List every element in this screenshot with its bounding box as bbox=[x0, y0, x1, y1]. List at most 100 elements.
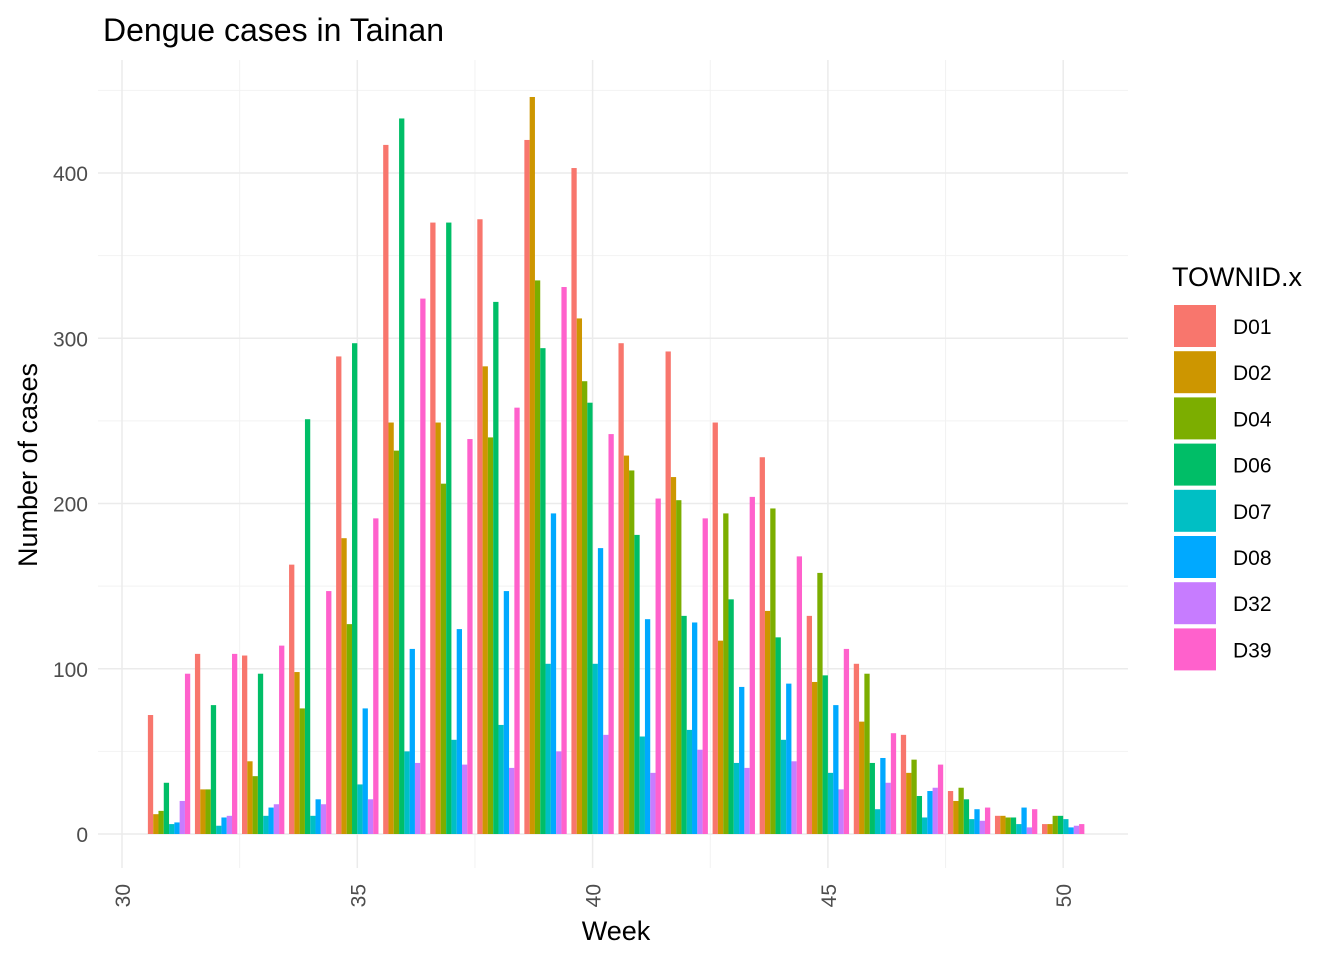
bar-D04-week-37 bbox=[440, 483, 447, 834]
bar-D02-week-43 bbox=[717, 640, 724, 834]
bar-D07-week-35 bbox=[357, 784, 363, 834]
bar-D04-week-38 bbox=[487, 437, 494, 834]
legend-label-D04: D04 bbox=[1233, 408, 1272, 431]
bar-D02-week-33 bbox=[247, 761, 253, 834]
bar-D01-week-50 bbox=[1042, 824, 1048, 834]
legend-items: D01 D02 D04 D06 D07 D08 D32 D39 bbox=[1174, 305, 1272, 671]
bar-D07-week-32 bbox=[216, 825, 222, 834]
legend-title: TOWNID.x bbox=[1172, 262, 1302, 292]
bar-D01-week-47 bbox=[900, 734, 907, 834]
y-tick-label: 100 bbox=[53, 659, 88, 682]
bar-D01-week-35 bbox=[336, 356, 342, 834]
bar-D04-week-46 bbox=[864, 673, 870, 834]
bar-D04-week-34 bbox=[299, 708, 305, 834]
x-tick-label: 45 bbox=[818, 884, 841, 907]
bar-D39-week-39 bbox=[561, 287, 567, 834]
bar-D39-week-34 bbox=[326, 591, 332, 834]
bar-D04-week-48 bbox=[958, 787, 964, 834]
bar-D04-week-49 bbox=[1005, 817, 1011, 834]
chart-title: Dengue cases in Tainan bbox=[103, 12, 444, 48]
legend-key-D08 bbox=[1174, 536, 1216, 578]
bar-D32-week-44 bbox=[791, 761, 797, 834]
bar-D08-week-38 bbox=[503, 591, 510, 834]
bar-D39-week-50 bbox=[1079, 824, 1085, 834]
bar-D32-week-49 bbox=[1026, 827, 1033, 834]
bar-D32-week-48 bbox=[979, 820, 985, 834]
bar-D06-week-31 bbox=[163, 782, 170, 834]
bar-D04-week-47 bbox=[911, 759, 917, 834]
bar-D06-week-33 bbox=[257, 673, 264, 834]
legend-key-D07 bbox=[1174, 489, 1216, 532]
bar-D07-week-33 bbox=[263, 815, 269, 834]
bar-D06-week-43 bbox=[728, 599, 734, 834]
bar-D39-week-49 bbox=[1032, 809, 1038, 834]
x-tick-label: 30 bbox=[112, 884, 135, 907]
bar-D07-week-31 bbox=[169, 824, 175, 834]
bar-D08-week-45 bbox=[833, 705, 839, 834]
bar-D04-week-43 bbox=[723, 513, 729, 834]
bar-D02-week-49 bbox=[1000, 815, 1006, 834]
bar-D07-week-44 bbox=[780, 739, 787, 834]
bar-D39-week-40 bbox=[608, 434, 614, 834]
bar-D04-week-50 bbox=[1052, 815, 1058, 834]
bar-D32-week-39 bbox=[556, 751, 562, 835]
bar-D01-week-44 bbox=[759, 457, 765, 834]
bar-D01-week-34 bbox=[289, 564, 295, 834]
bar-D07-week-45 bbox=[827, 772, 834, 834]
bar-D04-week-42 bbox=[676, 500, 682, 834]
bar-D39-week-45 bbox=[843, 648, 850, 834]
y-tick-label: 300 bbox=[53, 328, 88, 351]
bar-D01-week-38 bbox=[477, 219, 483, 834]
bar-D06-week-48 bbox=[963, 799, 970, 834]
bar-D06-week-50 bbox=[1057, 815, 1064, 834]
bar-D08-week-31 bbox=[174, 822, 180, 834]
bar-D08-week-32 bbox=[221, 817, 227, 834]
x-axis-label: Week bbox=[582, 916, 651, 946]
bar-D08-week-46 bbox=[880, 757, 886, 834]
bar-D39-week-44 bbox=[796, 556, 803, 834]
bar-D39-week-32 bbox=[232, 653, 238, 834]
bar-D01-week-39 bbox=[524, 139, 530, 834]
bar-D04-week-44 bbox=[770, 508, 776, 834]
bar-D08-week-48 bbox=[974, 809, 980, 834]
legend: TOWNID.x D01 D02 D04 D06 D07 D08 D32 D39 bbox=[1172, 262, 1302, 671]
bar-D02-week-34 bbox=[294, 672, 300, 834]
bar-D08-week-33 bbox=[268, 807, 274, 834]
bar-D39-week-41 bbox=[655, 498, 661, 834]
axis-layer: 0 100 200 300 400 30 35 40 45 50 bbox=[53, 163, 1076, 907]
bar-D07-week-34 bbox=[310, 815, 316, 834]
bar-D32-week-37 bbox=[462, 764, 468, 834]
bar-D06-week-32 bbox=[210, 705, 217, 834]
bar-D08-week-35 bbox=[362, 708, 368, 834]
bar-D08-week-39 bbox=[550, 513, 557, 834]
bar-D02-week-39 bbox=[529, 96, 535, 835]
bar-D01-week-49 bbox=[994, 815, 1001, 834]
bar-D06-week-38 bbox=[493, 301, 499, 834]
bar-D06-week-46 bbox=[869, 762, 875, 834]
bar-D08-week-49 bbox=[1021, 807, 1027, 834]
bar-D07-week-43 bbox=[733, 762, 740, 834]
bar-D08-week-41 bbox=[644, 619, 651, 834]
bar-D06-week-34 bbox=[304, 419, 311, 834]
bar-D06-week-44 bbox=[775, 637, 781, 834]
bar-D02-week-45 bbox=[812, 681, 818, 834]
bar-D01-week-37 bbox=[430, 222, 436, 834]
bar-D08-week-43 bbox=[739, 686, 745, 834]
y-tick-label: 200 bbox=[53, 494, 88, 517]
legend-label-D39: D39 bbox=[1233, 639, 1272, 662]
bar-D08-week-40 bbox=[597, 548, 604, 834]
bar-D39-week-38 bbox=[514, 407, 520, 834]
bar-D02-week-44 bbox=[764, 610, 771, 834]
bar-D32-week-50 bbox=[1073, 825, 1080, 834]
bar-D32-week-45 bbox=[838, 789, 844, 834]
bar-D32-week-31 bbox=[179, 800, 185, 834]
bar-D07-week-39 bbox=[545, 663, 551, 834]
bar-D01-week-33 bbox=[242, 655, 248, 834]
bar-D32-week-42 bbox=[697, 749, 703, 834]
bar-D07-week-48 bbox=[969, 819, 975, 834]
bar-D06-week-47 bbox=[916, 795, 923, 834]
bar-D32-week-41 bbox=[650, 772, 656, 834]
bar-D39-week-37 bbox=[467, 439, 473, 834]
y-tick-label: 400 bbox=[53, 163, 88, 186]
